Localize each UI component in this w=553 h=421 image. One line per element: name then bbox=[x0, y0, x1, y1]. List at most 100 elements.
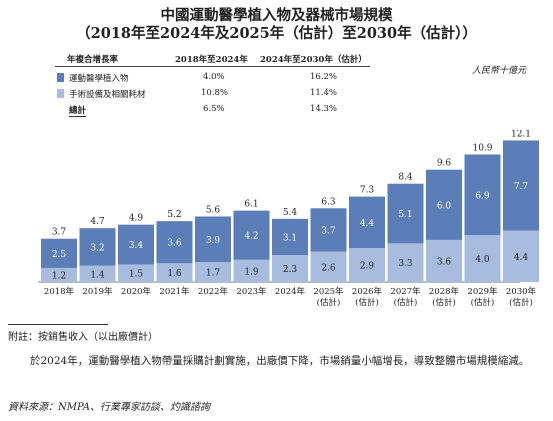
cagr-value: 10.8% bbox=[201, 88, 229, 98]
cagr-row-total: 總計 6.5% 14.3% bbox=[55, 103, 370, 117]
x-tick-label: 2027年 bbox=[390, 286, 421, 297]
chart-title-line2: （2018年至2024年及2025年（估計）至2030年（估計）） bbox=[76, 25, 477, 42]
bar-value-label: 4.0 bbox=[475, 255, 490, 265]
bar-segment-equipment bbox=[310, 251, 347, 282]
bar-total-label: 10.9 bbox=[472, 143, 492, 153]
bar-segment-equipment bbox=[349, 248, 385, 282]
x-tick-label: 2025年 bbox=[313, 286, 344, 297]
bar-total-label: 5.6 bbox=[206, 205, 221, 215]
bar-segment-implants bbox=[387, 183, 424, 244]
x-tick-label: (估計) bbox=[432, 297, 456, 308]
bar-value-label: 2.3 bbox=[283, 265, 298, 275]
bar-segment-equipment bbox=[79, 265, 116, 282]
bar-total-label: 3.7 bbox=[52, 228, 67, 238]
x-tick-label: 2019年 bbox=[82, 286, 113, 297]
bar-value-label: 5.1 bbox=[398, 210, 412, 220]
bar-total-label: 7.3 bbox=[360, 186, 375, 196]
bar-value-label: 6.9 bbox=[475, 191, 490, 201]
commentary-paragraph: 於2024年，運動醫學植入物帶量採購計劃實施，出廠價下降，市場銷量小幅增長，導致… bbox=[30, 355, 530, 367]
bar-segment-implants bbox=[464, 154, 501, 236]
legend-label-implants: 運動醫學植入物 bbox=[69, 74, 129, 84]
footnote: 附註：按銷售收入（以出廠價計） bbox=[8, 332, 158, 343]
cagr-table-header: 年複合增長率 2018年至2024年 2024年至2030年（估計） bbox=[55, 50, 370, 67]
legend-swatch-equipment bbox=[57, 89, 64, 98]
bar-segment-implants bbox=[349, 196, 385, 249]
bar-value-label: 3.2 bbox=[90, 243, 104, 253]
cagr-value: 4.0% bbox=[203, 72, 225, 82]
cagr-value: 14.3% bbox=[310, 104, 338, 114]
bar-value-label: 3.1 bbox=[283, 233, 297, 243]
bar-segment-equipment bbox=[195, 262, 231, 282]
x-tick-label: 2029年 bbox=[467, 286, 498, 297]
bar-segment-implants bbox=[426, 169, 462, 240]
cagr-header-period2: 2024年至2030年（估計） bbox=[260, 55, 367, 65]
cagr-row-equipment: 手術設備及相關耗材 10.8% 11.4% bbox=[55, 87, 370, 101]
bar-value-label: 3.3 bbox=[398, 259, 413, 269]
x-tick-label: 2028年 bbox=[429, 286, 460, 297]
bar-value-label: 3.6 bbox=[437, 257, 452, 267]
x-tick-label: 2018年 bbox=[44, 286, 75, 297]
x-tick-label: 2021年 bbox=[159, 286, 190, 297]
bar-value-label: 2.9 bbox=[360, 262, 375, 272]
cagr-value: 11.4% bbox=[310, 88, 338, 98]
bar-segment-equipment bbox=[118, 264, 154, 282]
bar-segment-equipment bbox=[464, 235, 501, 282]
cagr-header-label: 年複合增長率 bbox=[67, 55, 119, 65]
bar-value-label: 4.4 bbox=[514, 253, 529, 263]
bar-total-label: 4.9 bbox=[129, 214, 144, 224]
bar-value-label: 4.2 bbox=[244, 232, 258, 242]
bar-segment-implants bbox=[41, 238, 77, 268]
bar-segment-implants bbox=[310, 208, 347, 252]
x-tick-label: 2026年 bbox=[352, 286, 383, 297]
cagr-header-period1: 2018年至2024年 bbox=[175, 55, 248, 65]
stacked-bar-chart: 1.2 2.5 3.7 2018年 1.4 3.2 4.7 2019年 1.5 3.4 4.9 202… bbox=[38, 130, 539, 308]
x-tick-label: (估計) bbox=[317, 297, 341, 308]
bar-value-label: 2.6 bbox=[321, 263, 336, 273]
bar-value-label: 3.4 bbox=[129, 241, 144, 251]
cagr-value: 6.5% bbox=[203, 104, 225, 114]
x-tick-label: 2020年 bbox=[121, 286, 152, 297]
bar-value-label: 1.6 bbox=[167, 269, 182, 279]
bar-segment-implants bbox=[272, 218, 308, 256]
bar-segment-equipment bbox=[426, 239, 462, 282]
x-tick-label: (估計) bbox=[394, 297, 418, 308]
bar-total-label: 6.1 bbox=[244, 200, 258, 210]
x-tick-label: 2024年 bbox=[275, 286, 306, 297]
bar-segment-equipment bbox=[156, 263, 193, 282]
bar-value-label: 1.9 bbox=[244, 267, 259, 277]
total-label: 總計 bbox=[69, 106, 87, 117]
bar-segment-equipment bbox=[503, 230, 539, 282]
bar-value-label: 3.6 bbox=[167, 239, 182, 249]
bar-value-label: 4.4 bbox=[360, 219, 375, 229]
bar-total-label: 4.7 bbox=[90, 217, 105, 227]
bar-segment-equipment bbox=[272, 255, 308, 282]
bar-value-label: 1.7 bbox=[206, 269, 221, 279]
chart-title-line1: 中國運動醫學植入物及器械市場規模 bbox=[160, 7, 393, 24]
bar-segment-equipment bbox=[41, 267, 77, 282]
bar-total-label: 12.1 bbox=[511, 130, 531, 139]
bar-value-label: 1.5 bbox=[129, 270, 144, 280]
bar-segment-implants bbox=[503, 140, 539, 231]
x-tick-label: (估計) bbox=[471, 297, 495, 308]
x-tick-label: 2030年 bbox=[506, 286, 537, 297]
x-tick-label: 2022年 bbox=[198, 286, 229, 297]
bar-segment-equipment bbox=[387, 243, 424, 282]
bar-value-label: 6.0 bbox=[437, 201, 452, 211]
bar-total-label: 9.6 bbox=[437, 159, 452, 169]
bar-value-label: 1.4 bbox=[90, 270, 105, 280]
x-tick-label: 2023年 bbox=[236, 286, 267, 297]
bar-segment-equipment bbox=[233, 259, 270, 282]
bar-segment-implants bbox=[118, 224, 154, 265]
bar-segment-implants bbox=[195, 216, 231, 263]
bar-total-label: 5.4 bbox=[283, 208, 298, 218]
x-tick-label: (估計) bbox=[355, 297, 379, 308]
bar-segment-implants bbox=[79, 228, 116, 266]
bar-total-label: 8.4 bbox=[398, 173, 413, 183]
bar-segment-implants bbox=[156, 221, 193, 264]
unit-label: 人民幣十億元 bbox=[471, 66, 526, 76]
bar-value-label: 3.7 bbox=[321, 226, 336, 236]
cagr-row-implants: 運動醫學植入物 4.0% 16.2% bbox=[55, 71, 370, 85]
bar-total-label: 5.2 bbox=[167, 210, 181, 220]
source-note: 資料來源：NMPA、行業專家訪談、灼識諮詢 bbox=[8, 402, 211, 413]
x-tick-label: (估計) bbox=[509, 297, 533, 308]
